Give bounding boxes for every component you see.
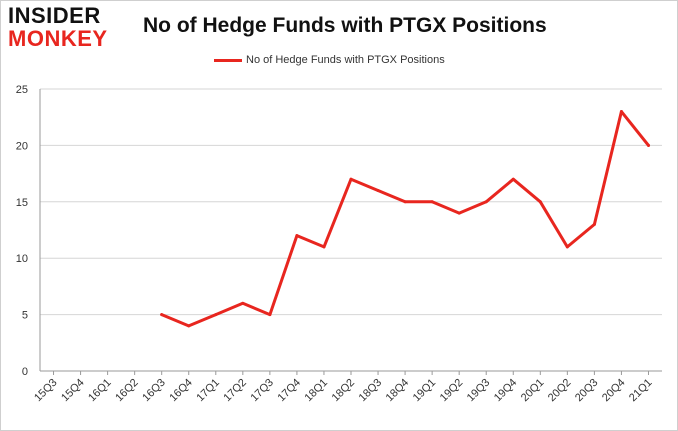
data-point-20Q4 xyxy=(619,110,623,114)
x-tick-label-21Q1: 21Q1 xyxy=(627,377,655,405)
data-point-16Q4 xyxy=(187,324,191,328)
x-tick-label-15Q4: 15Q4 xyxy=(59,377,87,405)
y-tick-label-5: 5 xyxy=(22,310,28,322)
data-point-19Q3 xyxy=(484,200,488,204)
x-tick-label-18Q3: 18Q3 xyxy=(357,377,385,405)
x-tick-label-18Q2: 18Q2 xyxy=(330,377,358,405)
y-tick-label-10: 10 xyxy=(16,253,28,265)
x-tick-label-19Q2: 19Q2 xyxy=(438,377,466,405)
data-point-21Q1 xyxy=(646,143,650,147)
x-tick-label-17Q3: 17Q3 xyxy=(248,377,276,405)
data-point-19Q1 xyxy=(430,200,434,204)
x-tick-label-19Q1: 19Q1 xyxy=(411,377,439,405)
x-tick-label-16Q2: 16Q2 xyxy=(113,377,141,405)
x-tick-label-15Q3: 15Q3 xyxy=(32,377,60,405)
data-point-18Q4 xyxy=(403,200,407,204)
legend-swatch xyxy=(214,58,242,62)
data-point-17Q4 xyxy=(295,234,299,238)
x-tick-label-18Q1: 18Q1 xyxy=(303,377,331,405)
data-point-19Q2 xyxy=(457,211,461,215)
data-point-20Q1 xyxy=(538,200,542,204)
data-point-16Q3 xyxy=(160,313,164,317)
x-tick-label-20Q1: 20Q1 xyxy=(519,377,547,405)
x-tick-label-20Q3: 20Q3 xyxy=(573,377,601,405)
chart-title: No of Hedge Funds with PTGX Positions xyxy=(143,14,547,37)
x-tick-label-17Q2: 17Q2 xyxy=(221,377,249,405)
series-line-0 xyxy=(160,110,650,328)
data-point-18Q3 xyxy=(376,189,380,193)
data-point-18Q2 xyxy=(349,177,353,181)
chart-legend: No of Hedge Funds with PTGX Positions xyxy=(214,54,445,66)
data-point-17Q2 xyxy=(241,301,245,305)
y-tick-label-15: 15 xyxy=(16,197,28,209)
y-tick-label-20: 20 xyxy=(16,140,28,152)
data-point-17Q1 xyxy=(214,313,218,317)
data-point-19Q4 xyxy=(511,177,515,181)
x-tick-label-17Q1: 17Q1 xyxy=(194,377,222,405)
data-point-18Q1 xyxy=(322,245,326,249)
x-tick-label-19Q3: 19Q3 xyxy=(465,377,493,405)
data-point-20Q2 xyxy=(565,245,569,249)
legend-label: No of Hedge Funds with PTGX Positions xyxy=(246,54,445,66)
logo-text-monkey: MONKEY xyxy=(8,26,108,51)
x-tick-label-16Q1: 16Q1 xyxy=(86,377,114,405)
y-tick-label-0: 0 xyxy=(22,366,28,378)
logo-text-insider: INSIDER xyxy=(8,3,101,28)
x-tick-label-20Q4: 20Q4 xyxy=(600,377,628,405)
x-tick-label-17Q4: 17Q4 xyxy=(276,377,304,405)
x-tick-label-18Q4: 18Q4 xyxy=(384,377,412,405)
x-tick-label-16Q4: 16Q4 xyxy=(167,377,195,405)
x-tick-label-19Q4: 19Q4 xyxy=(492,377,520,405)
data-point-17Q3 xyxy=(268,313,272,317)
y-tick-label-25: 25 xyxy=(16,84,28,96)
insider-monkey-logo: INSIDER MONKEY xyxy=(8,5,128,50)
x-tick-label-20Q2: 20Q2 xyxy=(546,377,574,405)
data-point-20Q3 xyxy=(592,222,596,226)
x-tick-label-16Q3: 16Q3 xyxy=(140,377,168,405)
